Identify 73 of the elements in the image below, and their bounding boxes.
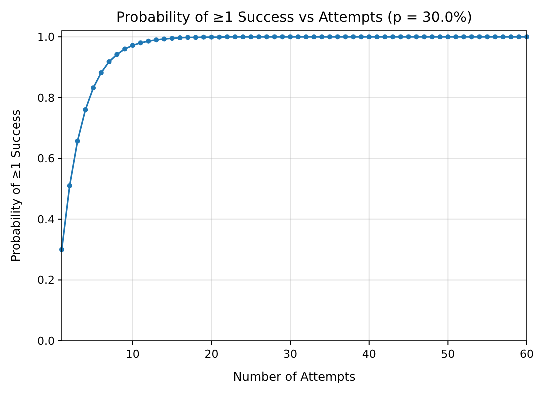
point xyxy=(304,34,309,40)
point xyxy=(170,36,175,42)
point xyxy=(91,86,96,91)
point xyxy=(288,34,294,40)
point xyxy=(430,34,435,40)
y-axis-title: Probability of ≥1 Success xyxy=(9,110,23,262)
x-tick-label: 50 xyxy=(441,348,456,361)
point xyxy=(438,34,443,40)
point xyxy=(351,34,356,40)
point xyxy=(335,34,340,40)
point xyxy=(232,34,238,40)
point xyxy=(500,34,506,40)
point xyxy=(146,38,152,44)
point xyxy=(320,34,325,40)
point xyxy=(398,34,404,40)
x-axis-title: Number of Attempts xyxy=(233,370,356,384)
x-tick-label: 40 xyxy=(362,348,376,361)
y-tick-label: 0.0 xyxy=(38,335,55,348)
point xyxy=(217,34,222,40)
point xyxy=(130,43,136,48)
y-tick-label: 0.4 xyxy=(38,213,55,226)
point xyxy=(83,108,88,113)
point xyxy=(67,184,72,188)
point xyxy=(122,46,128,52)
y-tick-label: 0.6 xyxy=(38,152,55,166)
point xyxy=(406,34,412,40)
point xyxy=(382,34,388,40)
point xyxy=(492,34,498,40)
point xyxy=(280,34,286,40)
point xyxy=(154,38,160,43)
point xyxy=(390,34,396,40)
point xyxy=(138,40,144,46)
point xyxy=(114,52,120,58)
point xyxy=(296,34,301,40)
point xyxy=(186,35,191,40)
point xyxy=(358,34,364,40)
point xyxy=(454,34,459,40)
point xyxy=(366,34,372,40)
y-tick-label: 0.2 xyxy=(38,274,55,288)
point xyxy=(469,34,474,40)
x-tick-label: 20 xyxy=(204,348,219,361)
point xyxy=(75,138,80,144)
point xyxy=(477,34,482,40)
point xyxy=(193,35,198,40)
x-tick-label: 60 xyxy=(520,348,534,361)
point xyxy=(264,34,270,40)
x-tick-label: 10 xyxy=(126,348,140,361)
point xyxy=(248,34,254,40)
point xyxy=(272,34,278,40)
point xyxy=(178,35,183,40)
point xyxy=(508,34,514,40)
point xyxy=(414,34,420,40)
point xyxy=(446,34,451,40)
point xyxy=(106,60,112,64)
point xyxy=(374,34,380,40)
point xyxy=(225,34,230,40)
point xyxy=(461,34,466,40)
point xyxy=(209,34,214,40)
chart-title: Probability of ≥1 Success vs Attempts (p = 30.0%) xyxy=(116,10,472,26)
point xyxy=(256,34,262,40)
x-tick-label: 30 xyxy=(284,348,298,361)
point xyxy=(343,34,348,40)
y-tick-label: 0.8 xyxy=(38,92,55,105)
point xyxy=(422,34,428,40)
point xyxy=(201,34,206,40)
point xyxy=(516,34,522,40)
y-tick-label: 1.0 xyxy=(38,31,55,44)
point xyxy=(162,36,167,42)
point xyxy=(485,34,490,40)
point xyxy=(312,34,317,40)
point xyxy=(327,34,332,40)
point xyxy=(98,70,104,76)
point xyxy=(240,34,246,40)
